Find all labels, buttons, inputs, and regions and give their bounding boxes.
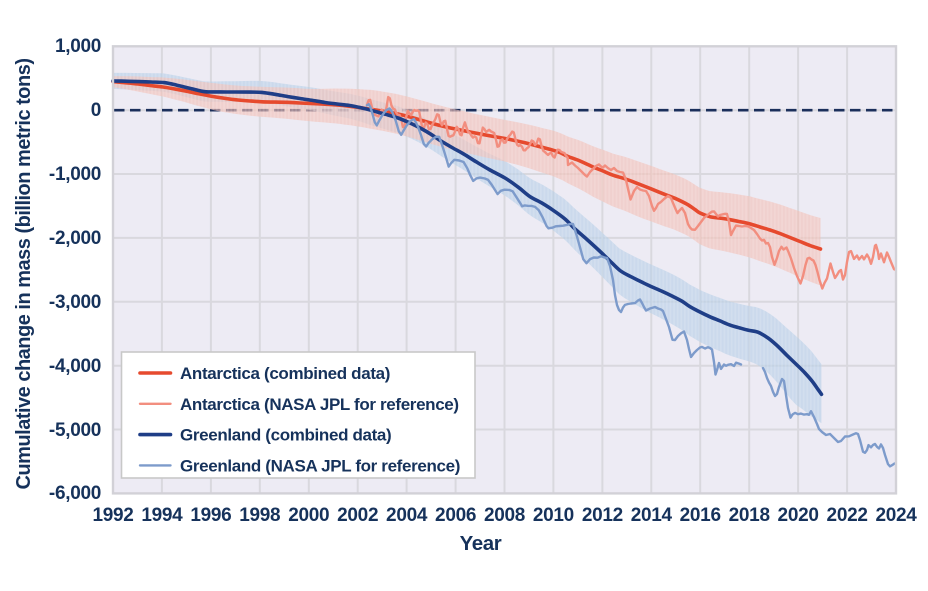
svg-text:Greenland (NASA JPL for refere: Greenland (NASA JPL for reference)	[180, 456, 460, 475]
svg-text:Antarctica (combined data): Antarctica (combined data)	[180, 364, 390, 383]
svg-text:Antarctica (NASA JPL for refer: Antarctica (NASA JPL for reference)	[180, 395, 459, 414]
svg-text:Greenland (combined data): Greenland (combined data)	[180, 426, 391, 445]
